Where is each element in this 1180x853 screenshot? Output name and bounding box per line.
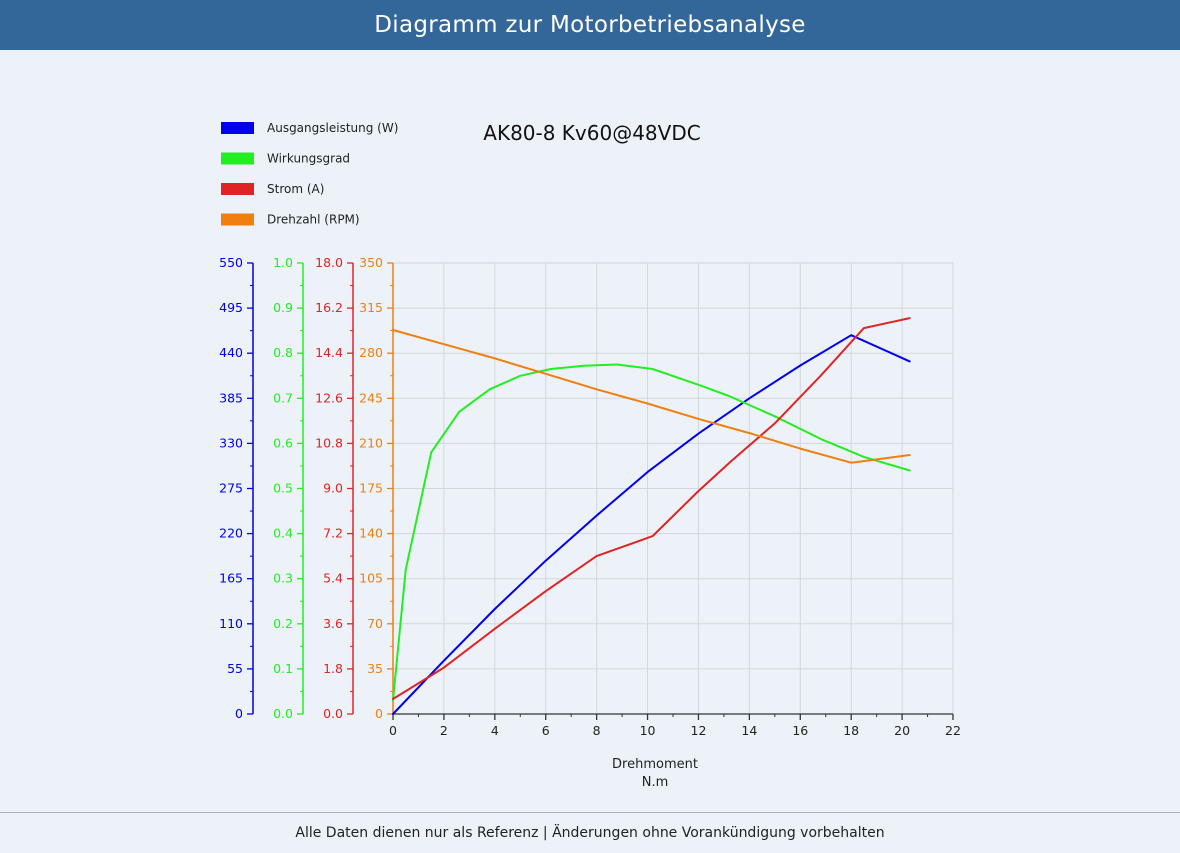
y-axes: 0551101652202753303854404955500.00.10.20… [219, 255, 394, 721]
legend: Ausgangsleistung (W) Wirkungsgrad Strom (A… [221, 121, 398, 227]
legend-label-eff: Wirkungsgrad [267, 152, 350, 166]
y-tick-label-eff: 0.2 [273, 616, 293, 631]
x-tick-label: 2 [440, 723, 448, 738]
y-tick-label-power: 0 [235, 706, 243, 721]
motor-chart: 0551101652202753303854404955500.00.10.20… [219, 121, 961, 790]
y-tick-label-rpm: 280 [359, 345, 383, 360]
y-tick-label-power: 110 [219, 616, 243, 631]
y-axis-current: 0.0 1.8 3.6 5.4 7.2 9.0 10.8 12.6 14.4 16.2 18.0 [315, 255, 354, 721]
legend-swatch-power [221, 122, 254, 134]
x-tick-label: 20 [894, 723, 910, 738]
y-tick-label-current: 7.2 [323, 526, 343, 541]
x-tick-label: 16 [792, 723, 808, 738]
x-axis: 0 2 4 6 8 10 12 14 16 18 20 22 [389, 713, 961, 738]
y-tick-label-power: 495 [219, 300, 243, 315]
y-tick-label-power: 550 [219, 255, 243, 270]
legend-label-rpm: Drehzahl (RPM) [267, 213, 360, 227]
y-tick-label-rpm: 245 [359, 390, 383, 405]
y-tick-label-current: 12.6 [315, 390, 343, 405]
y-tick-label-power: 330 [219, 435, 243, 450]
y-tick-label-rpm: 210 [359, 435, 383, 450]
x-tick-label: 0 [389, 723, 397, 738]
y-tick-label-rpm: 315 [359, 300, 383, 315]
page-header: Diagramm zur Motorbetriebsanalyse [0, 0, 1180, 50]
footer-note: Alle Daten dienen nur als Referenz | Änd… [295, 825, 885, 841]
x-axis-label: Drehmoment [612, 757, 698, 772]
y-tick-label-eff: 0.1 [273, 661, 293, 676]
series-line-current [392, 317, 911, 700]
y-tick-label-current: 18.0 [315, 255, 343, 270]
y-tick-label-rpm: 175 [359, 481, 383, 496]
y-tick-label-eff: 0.6 [273, 435, 293, 450]
grid [392, 262, 954, 715]
y-tick-label-current: 14.4 [315, 345, 343, 360]
y-tick-label-current: 5.4 [323, 571, 343, 586]
legend-swatch-current [221, 183, 254, 195]
x-tick-label: 6 [542, 723, 550, 738]
x-axis-unit: N.m [642, 775, 669, 790]
series-lines [392, 317, 911, 715]
y-axis-rpm: 0 35 70 105 140 175 210 245 280 315 350 [359, 255, 394, 721]
y-tick-label-power: 165 [219, 571, 243, 586]
x-tick-label: 14 [741, 723, 757, 738]
series-line-power [392, 334, 911, 715]
y-tick-label-current: 16.2 [315, 300, 343, 315]
x-tick-label: 4 [491, 723, 499, 738]
y-tick-label-eff: 0.7 [273, 390, 293, 405]
y-tick-label-power: 385 [219, 390, 243, 405]
y-tick-label-rpm: 70 [367, 616, 383, 631]
y-axis-eff: 0.0 0.1 0.2 0.3 0.4 0.5 0.6 0.7 0.8 0.9 1.0 [273, 255, 304, 721]
y-tick-label-rpm: 105 [359, 571, 383, 586]
legend-item-current: Strom (A) [221, 182, 324, 196]
chart-area: 0 55 110 165 220 275 330 385 440 495 550 0.0 0.1 0.2 0… [0, 50, 1180, 812]
y-tick-label-current: 3.6 [323, 616, 343, 631]
footer: Alle Daten dienen nur als Referenz | Änd… [0, 813, 1180, 853]
x-tick-label: 10 [640, 723, 656, 738]
y-tick-label-eff: 0.8 [273, 345, 293, 360]
footer-divider [0, 812, 1180, 813]
legend-item-eff: Wirkungsgrad [221, 152, 350, 166]
legend-label-power: Ausgangsleistung (W) [267, 121, 398, 135]
legend-item-rpm: Drehzahl (RPM) [221, 213, 360, 227]
y-tick-label-rpm: 0 [375, 706, 383, 721]
page-title: Diagramm zur Motorbetriebsanalyse [374, 12, 806, 38]
x-tick-label: 8 [593, 723, 601, 738]
legend-swatch-eff [221, 152, 254, 165]
x-tick-label: 22 [945, 723, 961, 738]
y-tick-label-current: 9.0 [323, 481, 343, 496]
y-tick-label-rpm: 35 [367, 661, 383, 676]
series-line-rpm [392, 329, 911, 464]
legend-swatch-rpm [221, 213, 254, 226]
chart-title: AK80-8 Kv60@48VDC [483, 121, 700, 145]
series-line-eff [392, 363, 911, 702]
y-tick-label-power: 275 [219, 481, 243, 496]
y-tick-label-eff: 0.5 [273, 481, 293, 496]
y-tick-label-power: 55 [227, 661, 243, 676]
y-tick-label-rpm: 140 [359, 526, 383, 541]
y-tick-label-current: 1.8 [323, 661, 343, 676]
legend-item-power: Ausgangsleistung (W) [221, 121, 398, 135]
y-tick-label-power: 220 [219, 526, 243, 541]
y-tick-label-eff: 0.9 [273, 300, 293, 315]
y-tick-label-eff: 0.0 [273, 706, 293, 721]
y-tick-label-current: 10.8 [315, 435, 343, 450]
x-tick-label: 12 [691, 723, 707, 738]
legend-label-current: Strom (A) [267, 182, 324, 196]
y-tick-label-eff: 1.0 [273, 255, 293, 270]
y-tick-label-current: 0.0 [323, 706, 343, 721]
y-tick-label-eff: 0.4 [273, 526, 293, 541]
y-tick-label-power: 440 [219, 345, 243, 360]
y-tick-label-rpm: 350 [359, 255, 383, 270]
x-tick-label: 18 [843, 723, 859, 738]
y-tick-label-eff: 0.3 [273, 571, 293, 586]
y-axis-power: 0 55 110 165 220 275 330 385 440 495 550 [219, 255, 254, 721]
